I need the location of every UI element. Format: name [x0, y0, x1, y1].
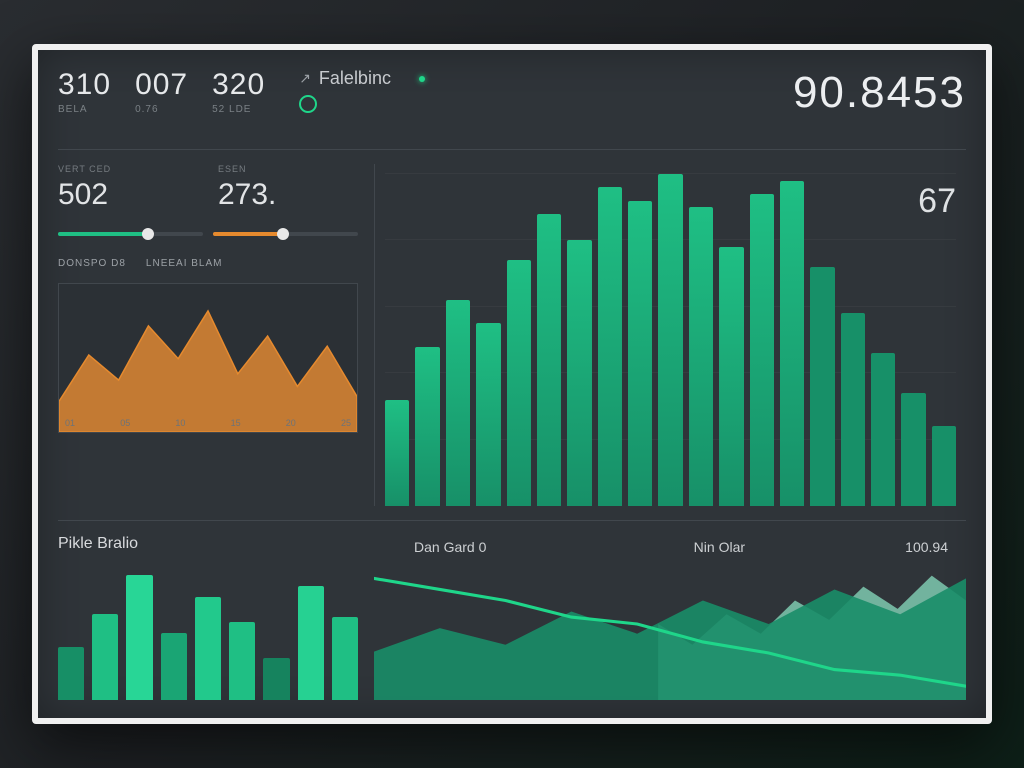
bottom-right-panel: Dan Gard 0 Nin Olar 100.94 [374, 535, 966, 700]
bar [537, 214, 561, 506]
bottom-right-label-right: 100.94 [905, 539, 948, 555]
bar [810, 267, 834, 506]
bar [719, 247, 743, 506]
mini-bar [332, 617, 358, 700]
kpi-1: VERT CED 502 [58, 164, 198, 212]
side-panel: VERT CED 502 ESEN 273. DO [58, 164, 358, 506]
slider-1-knob[interactable] [142, 228, 154, 240]
slider-2-fill [213, 232, 283, 236]
metric-3-sub: 52 LDE [212, 104, 265, 115]
ring-indicator-icon [299, 95, 317, 113]
slider-1-track[interactable] [58, 232, 203, 236]
mini-label-2: LNEEAI BLAM [146, 258, 223, 269]
metric-1-value: 310 [58, 68, 111, 102]
slider-1-fill [58, 232, 148, 236]
bar [598, 187, 622, 506]
kpi-1-value: 502 [58, 178, 198, 212]
bar [689, 207, 713, 506]
mini-label-1: DONSPO D8 [58, 258, 126, 269]
bar [901, 393, 925, 506]
top-metrics-row: 310 BELA 007 0.76 320 52 LDE ↗ Falelbinc… [58, 68, 966, 150]
mini-bar [195, 597, 221, 700]
bar [750, 194, 774, 506]
slider-1[interactable] [58, 232, 358, 236]
bar [446, 300, 470, 506]
kpi-2-label: ESEN [218, 164, 358, 174]
dashboard-monitor: 310 BELA 007 0.76 320 52 LDE ↗ Falelbinc… [32, 44, 992, 724]
metric-2-sub: 0.76 [135, 104, 188, 115]
bar [507, 260, 531, 506]
mini-bar [298, 586, 324, 700]
bar [658, 174, 682, 506]
kpi-1-label: VERT CED [58, 164, 198, 174]
bottom-left-title: Pikle Bralio [58, 535, 358, 553]
bottom-row: Pikle Bralio Dan Gard 0 Nin Olar 100.94 [58, 520, 966, 700]
middle-row: VERT CED 502 ESEN 273. DO [58, 164, 966, 506]
trend-up-icon: ↗ [299, 70, 311, 87]
metric-3-value: 320 [212, 68, 265, 102]
header-title: Falelbinc [319, 68, 391, 89]
slider-2-track[interactable] [213, 232, 358, 236]
header-title-block: ↗ Falelbinc [299, 68, 425, 113]
mini-bar [263, 658, 289, 700]
kpi-2-value: 273. [218, 178, 358, 212]
header-big-number: 90.8453 [793, 68, 966, 118]
area-chart [59, 284, 357, 432]
bar [841, 313, 865, 506]
area-chart-ticks: 010510152025 [65, 418, 351, 428]
metric-2: 007 0.76 [135, 68, 188, 115]
mini-bar [229, 622, 255, 700]
bar [385, 400, 409, 506]
bar [567, 240, 591, 506]
mini-bar [92, 614, 118, 700]
mini-bar [126, 575, 152, 700]
bottom-left-panel: Pikle Bralio [58, 535, 358, 700]
main-bar-chart: 67 [374, 164, 966, 506]
main-chart-bars [385, 174, 956, 506]
mini-bar [58, 647, 84, 700]
metric-1: 310 BELA [58, 68, 111, 115]
bar [932, 426, 956, 506]
bar [476, 323, 500, 506]
kpi-row: VERT CED 502 ESEN 273. [58, 164, 358, 212]
bottom-right-chart [374, 535, 966, 700]
metric-2-value: 007 [135, 68, 188, 102]
metric-3: 320 52 LDE [212, 68, 265, 115]
mini-section-labels: DONSPO D8 LNEEAI BLAM [58, 258, 358, 269]
bar [871, 353, 895, 506]
bar [780, 181, 804, 506]
area-chart-panel: 010510152025 [58, 283, 358, 433]
bar [415, 347, 439, 506]
metric-1-sub: BELA [58, 104, 111, 115]
bar [628, 201, 652, 506]
status-indicator-icon [419, 76, 425, 82]
slider-2-knob[interactable] [277, 228, 289, 240]
mini-bar-chart [58, 561, 358, 700]
mini-bar [161, 633, 187, 700]
bottom-right-label-mid: Nin Olar [694, 539, 745, 555]
kpi-2: ESEN 273. [218, 164, 358, 212]
bottom-right-label-left: Dan Gard 0 [414, 539, 486, 555]
